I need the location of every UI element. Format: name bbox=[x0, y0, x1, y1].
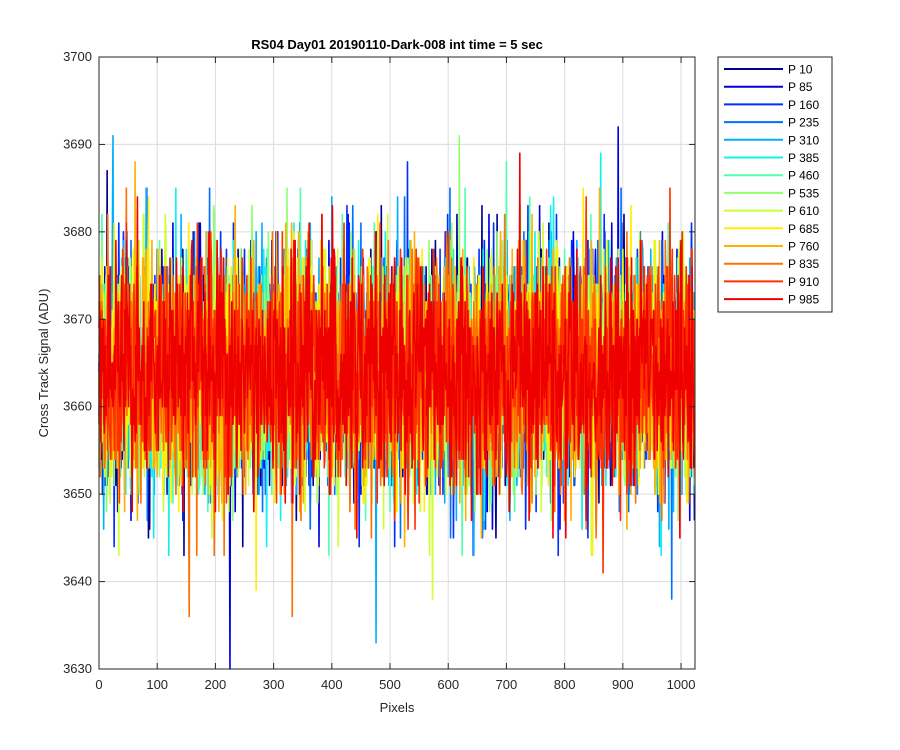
legend-label: P 985 bbox=[788, 293, 819, 307]
x-tick-label: 200 bbox=[205, 677, 227, 692]
legend-label: P 85 bbox=[788, 80, 813, 94]
plot-frame bbox=[98, 56, 696, 670]
y-tick-label: 3690 bbox=[63, 136, 92, 151]
series-line-p985 bbox=[98, 152, 696, 539]
legend-label: P 160 bbox=[788, 98, 819, 112]
y-tick-label: 3680 bbox=[63, 224, 92, 239]
legend-label: P 760 bbox=[788, 240, 819, 254]
legend-box bbox=[717, 56, 833, 313]
x-tick-label: 600 bbox=[437, 677, 459, 692]
legend-label: P 460 bbox=[788, 169, 819, 183]
legend-label: P 535 bbox=[788, 186, 819, 200]
legend-label: P 610 bbox=[788, 204, 819, 218]
y-axis-label: Cross Track Signal (ADU) bbox=[36, 289, 51, 438]
y-tick-label: 3640 bbox=[63, 574, 92, 589]
legend-label: P 310 bbox=[788, 133, 819, 147]
x-tick-label: 1000 bbox=[667, 677, 696, 692]
y-tick-label: 3700 bbox=[63, 49, 92, 64]
legend: P 10 P 85 P 160 P 235 P 310 P 385 P 460 P 535 P … bbox=[717, 56, 833, 313]
series-layer bbox=[98, 126, 696, 670]
legend-label: P 385 bbox=[788, 151, 819, 165]
y-tick-label: 3650 bbox=[63, 486, 92, 501]
y-tick-label: 3670 bbox=[63, 311, 92, 326]
y-tick-label: 3660 bbox=[63, 399, 92, 414]
x-tick-label: 100 bbox=[146, 677, 168, 692]
legend-label: P 685 bbox=[788, 222, 819, 236]
tick-layer: 0 100 200 300 400 500 600 700 800 900 1000 3630 3640… bbox=[63, 49, 695, 692]
legend-label: P 835 bbox=[788, 257, 819, 271]
y-tick-label: 3630 bbox=[63, 661, 92, 676]
x-tick-label: 800 bbox=[554, 677, 576, 692]
legend-label: P 910 bbox=[788, 275, 819, 289]
x-tick-label: 400 bbox=[321, 677, 343, 692]
x-tick-label: 300 bbox=[263, 677, 285, 692]
x-tick-label: 900 bbox=[612, 677, 634, 692]
x-tick-label: 0 bbox=[95, 677, 102, 692]
chart-title: RS04 Day01 20190110-Dark-008 int time = … bbox=[251, 37, 543, 52]
legend-label: P 235 bbox=[788, 116, 819, 130]
x-axis-label: Pixels bbox=[380, 700, 415, 715]
x-tick-label: 700 bbox=[496, 677, 518, 692]
legend-label: P 10 bbox=[788, 63, 813, 77]
x-tick-label: 500 bbox=[379, 677, 401, 692]
